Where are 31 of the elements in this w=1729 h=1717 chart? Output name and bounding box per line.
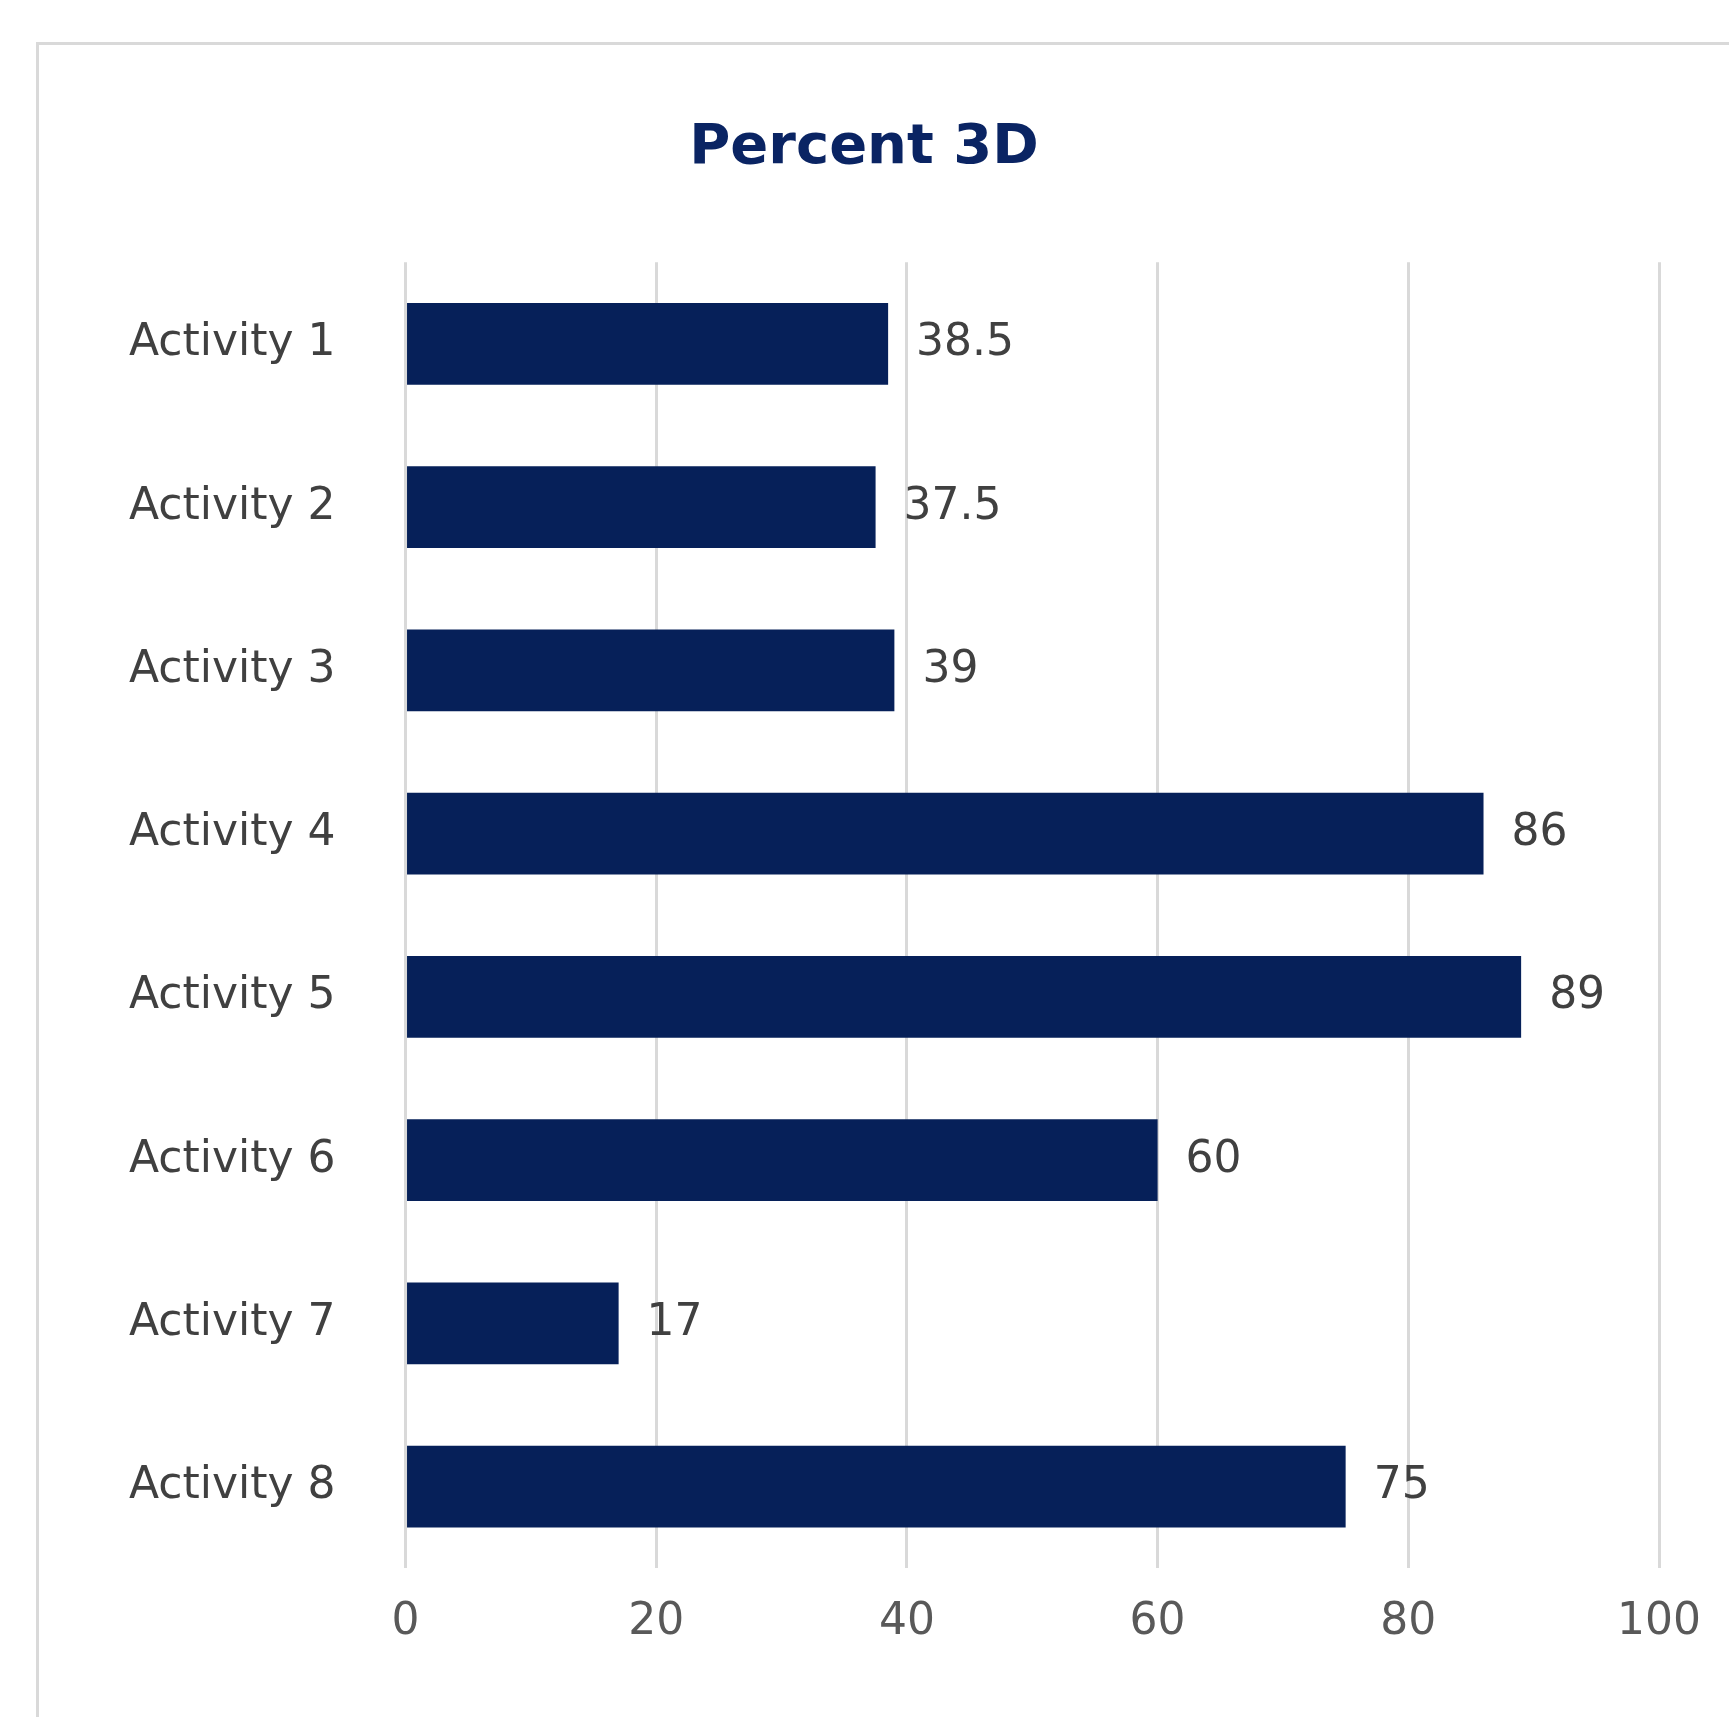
y-tick-label: Activity 6 (129, 1130, 336, 1182)
x-tick-label: 100 (1617, 1593, 1701, 1645)
x-tick-label: 40 (878, 1593, 935, 1645)
y-tick-label: Activity 1 (129, 314, 336, 366)
x-tick-label: 0 (391, 1593, 420, 1645)
bar (407, 1445, 1346, 1528)
bar (407, 956, 1522, 1038)
x-tick-label: 80 (1380, 1593, 1437, 1645)
y-tick-label: Activity 4 (129, 804, 336, 856)
data-label: 86 (1511, 804, 1568, 856)
bar (407, 1119, 1158, 1201)
bar (407, 303, 889, 385)
bar (407, 1282, 619, 1365)
y-tick-label: Activity 5 (129, 967, 336, 1019)
y-tick-label: Activity 7 (129, 1293, 336, 1345)
x-tick-label: 60 (1129, 1593, 1186, 1645)
bar (407, 792, 1484, 875)
x-tick-label: 20 (628, 1593, 685, 1645)
data-label: 89 (1549, 967, 1606, 1019)
data-label: 75 (1373, 1457, 1430, 1509)
bar (407, 629, 895, 712)
data-label: 17 (646, 1293, 703, 1345)
bar (407, 466, 876, 548)
chart-title: Percent 3D (689, 111, 1039, 177)
data-label: 60 (1185, 1130, 1242, 1182)
y-tick-label: Activity 2 (129, 477, 336, 529)
data-label: 37.5 (903, 477, 1002, 529)
data-label: 39 (922, 640, 979, 692)
y-tick-label: Activity 3 (129, 640, 336, 692)
y-tick-label: Activity 8 (129, 1457, 336, 1509)
data-label: 38.5 (916, 314, 1015, 366)
